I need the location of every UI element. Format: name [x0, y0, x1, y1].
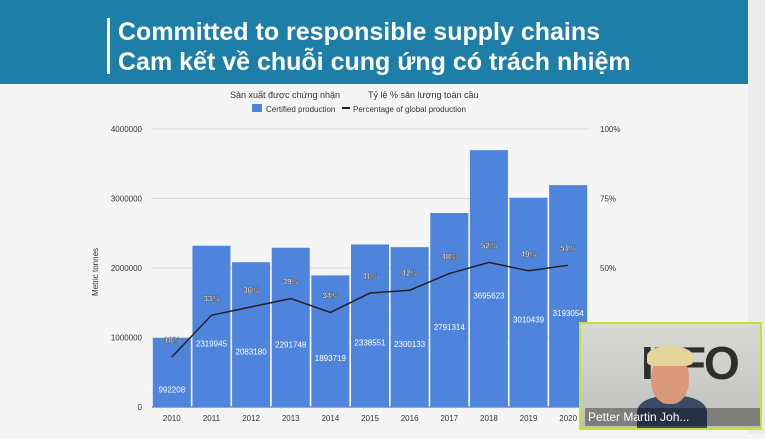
line-value-label: 51%: [560, 244, 576, 253]
x-tick-label: 2016: [401, 414, 419, 423]
line-value-label: 36%: [243, 286, 259, 295]
title-vietnamese: Cam kết về chuỗi cung ứng có trách nhiệm: [118, 48, 631, 76]
bar-value-label: 3193054: [553, 309, 585, 318]
line-value-label: 34%: [322, 291, 338, 300]
legend-line-label: Percentage of global production: [353, 105, 466, 114]
bar-value-label: 2338551: [354, 339, 386, 348]
y-tick-label: 3000000: [111, 195, 143, 204]
y2-tick-label: 100%: [600, 125, 620, 134]
line-value-label: 33%: [203, 294, 219, 303]
bar-value-label: 2291748: [275, 340, 307, 349]
line-value-label: 48%: [441, 253, 457, 262]
x-tick-label: 2011: [203, 414, 221, 423]
bar-value-label: 2319945: [196, 339, 228, 348]
bar: [232, 262, 271, 407]
legend-left-heading: Sản xuất được chứng nhận: [230, 90, 340, 100]
title-english: Committed to responsible supply chains: [118, 18, 601, 46]
x-tick-label: 2010: [163, 414, 181, 423]
line-value-label: 42%: [402, 269, 418, 278]
line-value-label: 39%: [283, 278, 299, 287]
y-tick-label: 4000000: [111, 125, 143, 134]
bar-value-label: 3010439: [513, 315, 545, 324]
y-tick-label: 1000000: [111, 334, 143, 343]
legend-right-heading: Tỷ lệ % sản lượng toàn cầu: [368, 90, 478, 100]
x-tick-label: 2017: [440, 414, 458, 423]
x-tick-label: 2019: [520, 414, 538, 423]
x-tick-label: 2012: [242, 414, 260, 423]
bar-value-label: 1893719: [315, 354, 347, 363]
y-tick-label: 2000000: [111, 264, 143, 273]
title-banner: Committed to responsible supply chains C…: [0, 0, 748, 84]
legend-bar-swatch: [252, 104, 262, 112]
percentage-line: [171, 261, 569, 358]
y2-tick-label: 50%: [600, 264, 616, 273]
participant-name: Petter Martin Joh...: [585, 408, 760, 426]
bar: [271, 247, 310, 407]
line-value-label: 18%: [164, 336, 180, 345]
bar: [509, 197, 548, 407]
bar: [351, 244, 389, 407]
line-value-label: 52%: [481, 241, 497, 250]
bar: [192, 245, 231, 407]
bar-value-label: 2300133: [394, 340, 426, 349]
bar-value-label: 992208: [158, 386, 185, 395]
bar-value-label: 2083180: [236, 348, 268, 357]
legend-bar-label: Certified production: [266, 105, 335, 114]
video-tile[interactable]: IFFO Petter Martin Joh...: [579, 322, 762, 430]
title-divider: [107, 18, 110, 74]
bar: [390, 247, 429, 407]
bar: [430, 213, 469, 407]
x-tick-label: 2013: [282, 414, 300, 423]
line-value-label: 41%: [362, 272, 378, 281]
bar: [152, 338, 191, 407]
bar: [311, 275, 350, 407]
bar: [469, 150, 508, 407]
y2-tick-label: 75%: [600, 195, 616, 204]
participant-hair: [647, 346, 693, 366]
y-tick-label: 0: [138, 403, 143, 412]
x-tick-label: 2015: [361, 414, 379, 423]
bar-value-label: 2791314: [434, 323, 466, 332]
x-tick-label: 2020: [559, 414, 577, 423]
x-tick-label: 2014: [321, 414, 339, 423]
line-value-label: 49%: [521, 250, 537, 259]
bar-line-chart: 992208 2319945 2083180 2291748 1893719 233855…: [91, 90, 620, 423]
y-axis-label: Metric tonnes: [91, 248, 100, 296]
x-tick-label: 2018: [480, 414, 498, 423]
bar-value-label: 3695623: [473, 292, 505, 301]
